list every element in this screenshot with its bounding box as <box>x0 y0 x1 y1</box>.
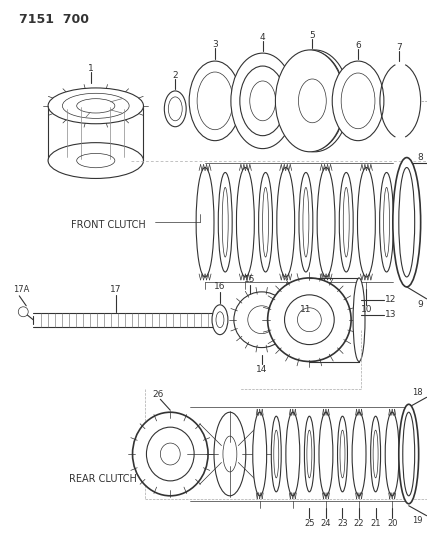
Text: 6: 6 <box>355 41 361 50</box>
Text: 22: 22 <box>354 519 364 528</box>
Text: 13: 13 <box>385 310 397 319</box>
Ellipse shape <box>271 416 281 492</box>
Ellipse shape <box>231 53 294 149</box>
Ellipse shape <box>222 188 228 257</box>
Text: 26: 26 <box>153 390 164 399</box>
Text: 7151  700: 7151 700 <box>19 13 89 26</box>
Ellipse shape <box>383 188 389 257</box>
Text: 9: 9 <box>418 300 424 309</box>
Ellipse shape <box>234 292 289 348</box>
Text: 14: 14 <box>256 365 268 374</box>
Ellipse shape <box>399 167 415 277</box>
Ellipse shape <box>48 143 143 179</box>
Ellipse shape <box>277 167 294 277</box>
Ellipse shape <box>357 167 375 277</box>
Text: 5: 5 <box>309 31 315 40</box>
Ellipse shape <box>240 66 285 136</box>
Text: 2: 2 <box>172 70 178 79</box>
Ellipse shape <box>319 412 333 496</box>
Ellipse shape <box>218 173 232 272</box>
Ellipse shape <box>317 167 335 277</box>
Ellipse shape <box>297 308 321 332</box>
Text: REAR CLUTCH: REAR CLUTCH <box>69 474 137 484</box>
Ellipse shape <box>403 412 415 496</box>
Text: 25: 25 <box>304 519 315 528</box>
Text: 19: 19 <box>412 516 422 525</box>
Ellipse shape <box>298 79 326 123</box>
Ellipse shape <box>263 188 268 257</box>
Ellipse shape <box>223 436 237 472</box>
Ellipse shape <box>380 173 393 272</box>
Ellipse shape <box>250 81 276 121</box>
Text: 7: 7 <box>396 43 401 52</box>
Ellipse shape <box>307 430 312 478</box>
Ellipse shape <box>343 188 349 257</box>
Ellipse shape <box>146 427 194 481</box>
Ellipse shape <box>332 61 384 141</box>
Ellipse shape <box>248 306 276 334</box>
Text: FRONT CLUTCH: FRONT CLUTCH <box>71 220 146 230</box>
Ellipse shape <box>353 278 365 361</box>
Text: 10: 10 <box>361 305 372 314</box>
Ellipse shape <box>399 404 419 504</box>
Ellipse shape <box>339 173 353 272</box>
Ellipse shape <box>196 167 214 277</box>
Text: 12: 12 <box>385 295 396 304</box>
Ellipse shape <box>212 305 228 335</box>
Ellipse shape <box>303 188 309 257</box>
Ellipse shape <box>189 61 241 141</box>
Ellipse shape <box>244 298 256 342</box>
Ellipse shape <box>286 412 300 496</box>
Ellipse shape <box>160 443 180 465</box>
Ellipse shape <box>259 173 273 272</box>
Ellipse shape <box>253 412 267 496</box>
Ellipse shape <box>236 167 254 277</box>
Text: 3: 3 <box>212 39 218 49</box>
Ellipse shape <box>371 416 380 492</box>
Ellipse shape <box>285 295 334 345</box>
Text: 17A: 17A <box>13 285 30 294</box>
Ellipse shape <box>340 430 345 478</box>
Ellipse shape <box>279 51 345 151</box>
Ellipse shape <box>133 412 208 496</box>
Ellipse shape <box>216 312 224 328</box>
Ellipse shape <box>274 430 279 478</box>
Text: 20: 20 <box>387 519 398 528</box>
Ellipse shape <box>304 416 314 492</box>
Ellipse shape <box>247 308 253 332</box>
Text: 1: 1 <box>88 63 94 72</box>
Ellipse shape <box>48 88 143 124</box>
Text: 15: 15 <box>244 276 256 285</box>
Ellipse shape <box>197 72 233 130</box>
Ellipse shape <box>373 430 378 478</box>
Ellipse shape <box>164 91 186 127</box>
Ellipse shape <box>275 50 345 152</box>
Text: 18: 18 <box>412 388 422 397</box>
Ellipse shape <box>214 412 246 496</box>
Text: 8: 8 <box>417 153 422 162</box>
Ellipse shape <box>338 416 348 492</box>
Ellipse shape <box>385 412 399 496</box>
Ellipse shape <box>168 97 182 121</box>
Text: 24: 24 <box>321 519 331 528</box>
Text: 21: 21 <box>370 519 381 528</box>
Ellipse shape <box>393 158 421 287</box>
Text: 16: 16 <box>214 282 226 292</box>
Text: 23: 23 <box>337 519 348 528</box>
Ellipse shape <box>341 73 375 129</box>
Text: 4: 4 <box>260 33 265 42</box>
Ellipse shape <box>299 173 313 272</box>
Ellipse shape <box>352 412 366 496</box>
Text: 17: 17 <box>110 285 122 294</box>
Text: 11: 11 <box>300 305 312 314</box>
Circle shape <box>18 307 28 317</box>
Ellipse shape <box>268 278 351 361</box>
Ellipse shape <box>280 50 349 152</box>
